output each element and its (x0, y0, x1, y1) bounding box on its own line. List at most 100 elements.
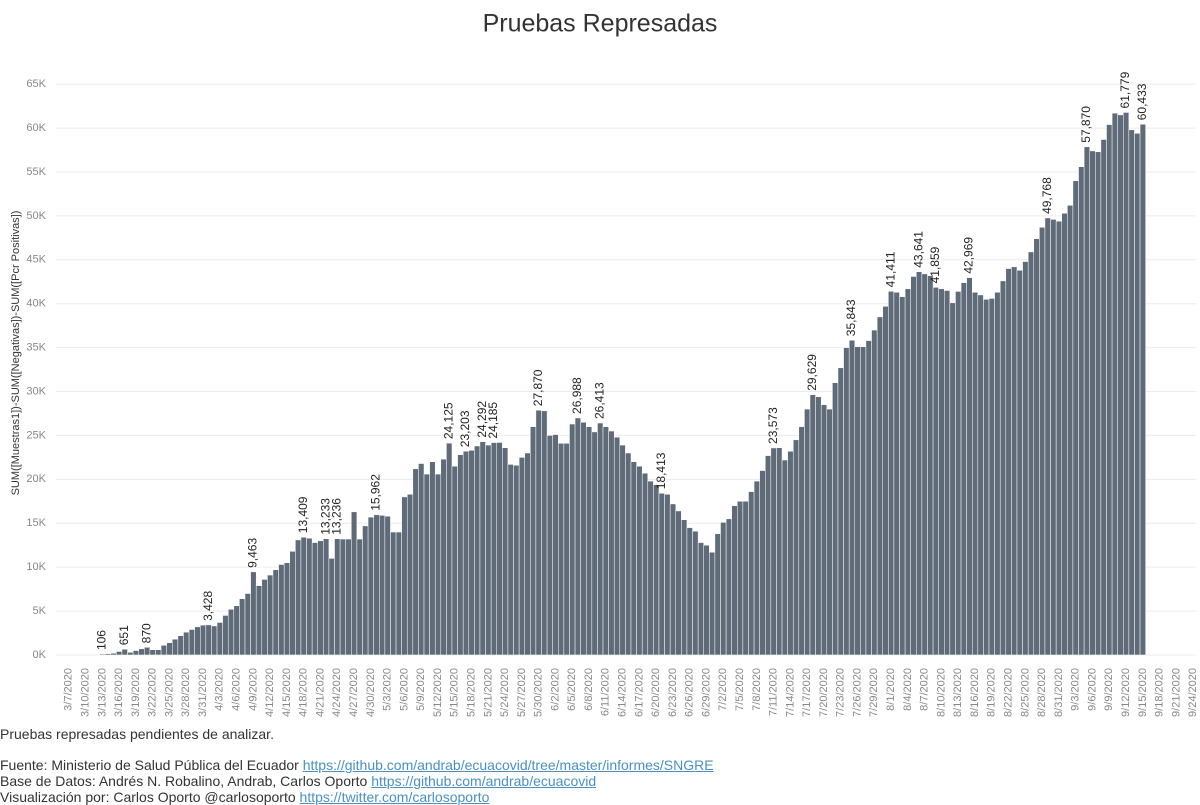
bar (893, 292, 900, 656)
bar (507, 464, 514, 656)
x-tick-label: 4/9/2020 (247, 668, 259, 711)
chart-title: Pruebas Represadas (483, 10, 718, 38)
footer-line: Base de Datos: Andrés N. Robalino, Andra… (0, 773, 596, 789)
bar (602, 426, 609, 656)
bar (306, 537, 313, 656)
bar (272, 569, 279, 656)
value-label: 13,233 (318, 498, 332, 535)
x-tick-label: 8/25/2020 (1019, 668, 1031, 717)
bar (412, 468, 419, 656)
bar (1123, 112, 1130, 656)
bar (239, 598, 246, 656)
bar (1089, 150, 1096, 656)
bar (916, 271, 923, 656)
bar (843, 347, 850, 656)
bar (1011, 266, 1018, 656)
bar (681, 519, 688, 656)
bar (714, 533, 721, 656)
bar (848, 339, 856, 656)
bar (1117, 114, 1124, 656)
bar (418, 463, 425, 656)
footer-link[interactable]: https://github.com/andrab/ecuacovid (371, 773, 597, 789)
bar (994, 292, 1001, 656)
bar (132, 650, 139, 656)
bar (1022, 261, 1029, 656)
bar (1095, 151, 1102, 656)
x-tick-label: 5/18/2020 (465, 668, 477, 717)
bar (949, 302, 956, 656)
value-label: 27,870 (531, 369, 545, 406)
y-tick-label: 0K (33, 649, 47, 661)
bar (753, 480, 760, 656)
value-label: 15,962 (369, 474, 383, 511)
value-label: 651 (117, 625, 131, 645)
bar (837, 367, 844, 656)
bar (440, 458, 447, 656)
value-label: 3,428 (201, 591, 215, 621)
x-tick-label: 4/12/2020 (264, 668, 276, 717)
bar (569, 423, 576, 656)
bar (820, 404, 828, 656)
bar (451, 465, 458, 656)
bar (1083, 146, 1090, 656)
x-tick-label: 5/30/2020 (533, 668, 545, 717)
y-tick-label: 5K (33, 605, 47, 617)
x-tick-label: 7/17/2020 (801, 668, 813, 717)
bar (351, 511, 358, 656)
bar (770, 447, 777, 656)
bar (697, 542, 704, 656)
bar (597, 422, 604, 656)
bar (474, 445, 481, 656)
x-tick-label: 7/23/2020 (835, 668, 847, 717)
value-label: 13,409 (296, 496, 310, 533)
bar (776, 447, 783, 656)
bar (860, 346, 867, 656)
footer-text: Fuente: Ministerio de Salud Pública del … (0, 757, 299, 773)
bar (244, 593, 251, 656)
bar (759, 470, 766, 656)
bar (977, 294, 984, 656)
bar (496, 442, 503, 656)
value-label: 106 (95, 630, 109, 650)
bar (104, 653, 112, 656)
bar (613, 436, 621, 656)
x-tick-label: 7/29/2020 (868, 668, 880, 717)
x-tick-label: 7/8/2020 (751, 668, 763, 711)
bar (882, 306, 889, 656)
bar (999, 280, 1007, 656)
bar (832, 382, 839, 656)
bar (686, 527, 693, 656)
bar (888, 291, 895, 656)
bar (955, 291, 962, 656)
value-label: 23,573 (766, 407, 780, 444)
footer-link[interactable]: https://github.com/andrab/ecuacovid/tree… (302, 757, 714, 773)
value-label: 41,859 (928, 246, 942, 283)
x-tick-label: 7/26/2020 (851, 668, 863, 717)
x-tick-label: 4/30/2020 (365, 668, 377, 717)
bar (160, 645, 167, 656)
bar (434, 473, 442, 656)
x-tick-label: 9/9/2020 (1103, 668, 1115, 711)
bar (703, 544, 710, 656)
bar (457, 454, 464, 656)
x-tick-label: 3/16/2020 (113, 668, 125, 717)
x-tick-label: 8/13/2020 (952, 668, 964, 717)
x-tick-label: 4/6/2020 (231, 668, 243, 711)
bar (216, 622, 223, 656)
bar (384, 515, 391, 656)
x-tick-label: 7/2/2020 (717, 668, 729, 711)
x-tick-label: 3/28/2020 (180, 668, 192, 717)
bar (429, 461, 436, 656)
x-tick-label: 4/27/2020 (348, 668, 360, 717)
bar (289, 551, 296, 656)
bar (138, 648, 145, 656)
bar (334, 538, 341, 656)
bar (826, 408, 833, 656)
bar (155, 649, 162, 656)
x-tick-label: 3/7/2020 (63, 668, 75, 711)
x-tick-label: 9/24/2020 (1187, 668, 1199, 717)
value-label: 26,413 (592, 382, 606, 419)
bar (781, 459, 788, 656)
bar (166, 642, 173, 656)
footer-link[interactable]: https://twitter.com/carlosoporto (299, 789, 490, 805)
